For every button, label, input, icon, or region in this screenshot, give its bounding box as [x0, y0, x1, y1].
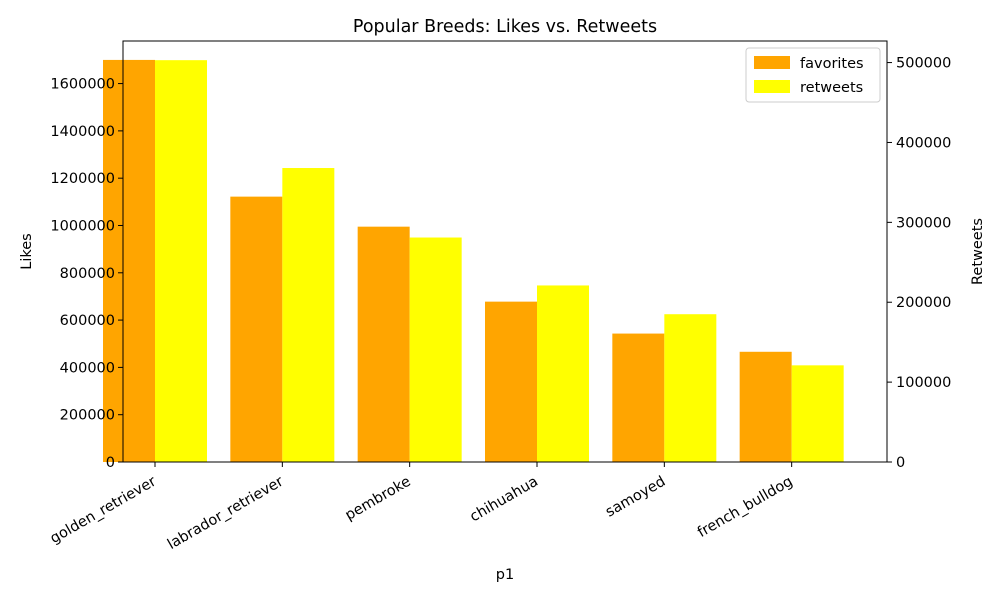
x-tick-label: golden_retriever [48, 474, 159, 548]
y-tick-label: 1400000 [50, 124, 115, 140]
chart-title: Popular Breeds: Likes vs. Retweets [353, 17, 657, 37]
bar-favorites-samoyed [612, 333, 665, 462]
left-y-axis-label: Likes [19, 233, 35, 269]
bar-retweets-labrador_retriever [282, 168, 335, 462]
right-y-axis: 0 100000 200000 300000 400000 500000 [887, 56, 951, 471]
bar-favorites-pembroke [357, 226, 410, 462]
y-tick-label: 1000000 [50, 218, 115, 234]
x-tick-label: pembroke [343, 474, 414, 524]
y2-tick-label: 0 [896, 455, 905, 471]
y-tick-label: 1200000 [50, 171, 115, 187]
x-tick-label: chihuahua [467, 474, 541, 526]
bars-group [103, 59, 844, 463]
legend-label-favorites: favorites [800, 56, 864, 72]
plot-frame [122, 40, 888, 463]
bar-favorites-french_bulldog [739, 351, 792, 462]
y-tick-label: 400000 [60, 360, 115, 376]
bar-retweets-samoyed [664, 314, 717, 462]
legend-swatch-favorites [754, 56, 790, 69]
bar-favorites-chihuahua [485, 301, 537, 462]
legend-label-retweets: retweets [800, 80, 863, 96]
y-tick-label: 800000 [60, 266, 115, 282]
y2-tick-label: 200000 [896, 295, 951, 311]
x-tick-label: labrador_retriever [165, 474, 286, 553]
x-tick-label: french_bulldog [695, 474, 796, 541]
x-tick-label: samoyed [603, 474, 668, 521]
y2-tick-label: 100000 [896, 375, 951, 391]
x-axis: golden_retriever labrador_retriever pembro… [48, 462, 796, 553]
bar-favorites-golden_retriever [103, 59, 155, 462]
legend-swatch-retweets [754, 80, 790, 93]
x-axis-label: p1 [496, 567, 514, 583]
right-y-axis-label: Retweets [970, 218, 986, 285]
y2-tick-label: 400000 [896, 135, 951, 151]
y-tick-label: 200000 [60, 408, 115, 424]
y2-tick-label: 300000 [896, 215, 951, 231]
bar-retweets-french_bulldog [791, 365, 844, 462]
left-y-axis: 0 200000 400000 600000 800000 1000000 1200000 1… [50, 77, 123, 471]
y-tick-label: 0 [106, 455, 115, 471]
y-tick-label: 1600000 [50, 77, 115, 93]
legend: favorites retweets [745, 47, 881, 103]
bar-retweets-golden_retriever [155, 60, 207, 463]
bar-favorites-labrador_retriever [230, 196, 283, 462]
y-tick-label: 600000 [60, 313, 115, 329]
y2-tick-label: 500000 [896, 56, 951, 72]
bar-retweets-pembroke [409, 237, 462, 462]
bar-retweets-chihuahua [537, 285, 589, 462]
